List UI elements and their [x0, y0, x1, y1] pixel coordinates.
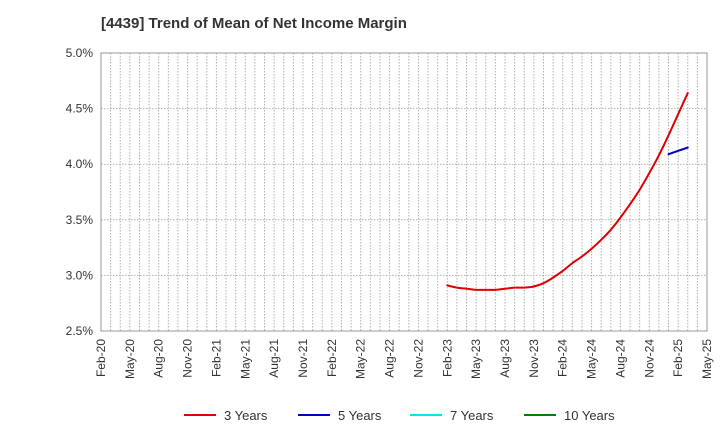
plot-frame	[100, 52, 708, 332]
series-line-3-years	[446, 92, 689, 291]
x-tick-label: Aug-23	[498, 339, 512, 378]
legend-label: 3 Years	[224, 408, 268, 423]
x-tick-labels: Feb-20 May-20 Aug-20 Nov-20 Feb-21 May-21 Aug-…	[94, 339, 714, 379]
x-tick-label: Nov-20	[181, 339, 195, 378]
grid-layer	[101, 53, 707, 331]
x-tick-label: May-25	[700, 339, 714, 379]
x-tick-label: Aug-20	[152, 339, 166, 378]
legend-label: 10 Years	[564, 408, 615, 423]
y-tick-label: 2.5%	[66, 324, 94, 338]
x-tick-label: Nov-24	[642, 339, 656, 378]
x-tick-label: May-24	[585, 339, 599, 379]
x-tick-label: Feb-20	[94, 339, 108, 377]
x-tick-label: Aug-21	[267, 339, 281, 378]
x-tick-label: May-22	[354, 339, 368, 379]
x-tick-label: Aug-24	[613, 339, 627, 378]
y-tick-label: 3.0%	[66, 268, 94, 282]
x-tick-label: Nov-23	[527, 339, 541, 378]
x-tick-label: May-21	[238, 339, 252, 379]
series-layer	[446, 92, 689, 291]
x-tick-label: Feb-23	[440, 339, 454, 377]
x-tick-label: May-23	[469, 339, 483, 379]
legend-label: 7 Years	[450, 408, 494, 423]
series-line-5-years	[667, 146, 689, 156]
x-tick-label: Nov-21	[296, 339, 310, 378]
y-tick-label: 3.5%	[66, 213, 94, 227]
y-tick-label: 4.5%	[66, 102, 94, 116]
x-tick-label: Feb-21	[209, 339, 223, 377]
x-tick-label: Feb-25	[671, 339, 685, 377]
x-tick-label: Aug-22	[383, 339, 397, 378]
legend-label: 5 Years	[338, 408, 382, 423]
x-tick-label: Feb-22	[325, 339, 339, 377]
x-tick-label: Feb-24	[556, 339, 570, 377]
legend: 3 Years 5 Years 7 Years 10 Years	[184, 408, 615, 423]
x-tick-label: May-20	[123, 339, 137, 379]
x-tick-label: Nov-22	[411, 339, 425, 378]
y-tick-label: 4.0%	[66, 157, 94, 171]
chart-title: [4439] Trend of Mean of Net Income Margi…	[101, 15, 407, 32]
y-tick-labels: 2.5% 3.0% 3.5% 4.0% 4.5% 5.0%	[66, 46, 94, 338]
y-tick-label: 5.0%	[66, 46, 94, 60]
